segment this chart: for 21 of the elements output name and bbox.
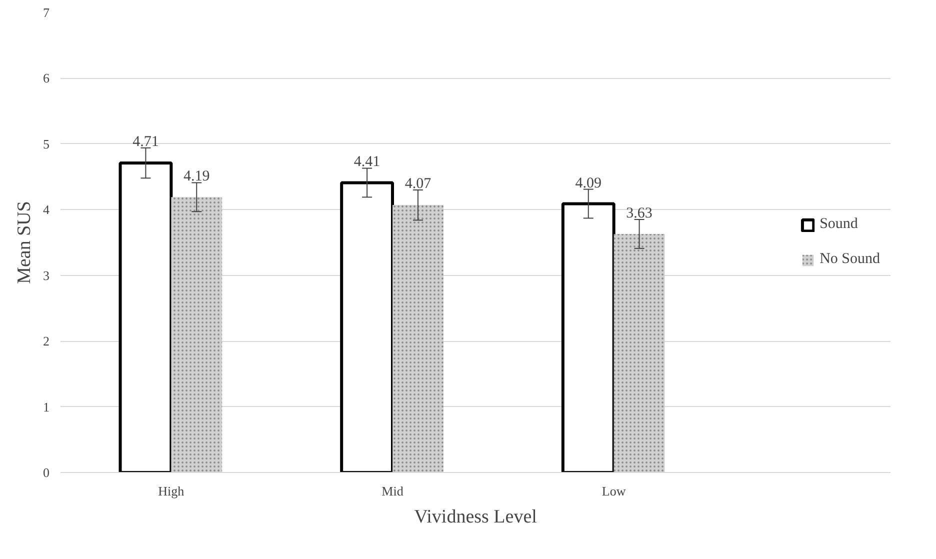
data-label: 4.09 — [575, 175, 602, 192]
legend-label: No Sound — [820, 251, 880, 268]
y-tick-label: 3 — [43, 268, 50, 283]
x-axis-title: Vividness Level — [414, 506, 537, 528]
legend-label: Sound — [820, 216, 858, 233]
y-tick-label: 4 — [43, 202, 50, 218]
y-axis-title: Mean SUS — [14, 201, 35, 284]
x-tick-label: High — [158, 484, 185, 498]
y-tick-label: 0 — [43, 465, 50, 480]
y-tick-label: 7 — [43, 5, 50, 20]
data-label: 4.19 — [183, 168, 210, 185]
y-tick-label: 6 — [43, 70, 50, 86]
y-tick-label: 2 — [43, 334, 50, 349]
data-label: 4.41 — [354, 154, 380, 170]
data-label: 3.63 — [626, 206, 652, 222]
x-tick-label: Mid — [382, 484, 404, 498]
data-label: 4.71 — [132, 134, 159, 150]
y-tick-label: 5 — [43, 136, 50, 152]
y-tick-label: 1 — [43, 399, 50, 414]
data-label: 4.07 — [404, 176, 432, 192]
x-tick-label: Low — [602, 484, 626, 498]
